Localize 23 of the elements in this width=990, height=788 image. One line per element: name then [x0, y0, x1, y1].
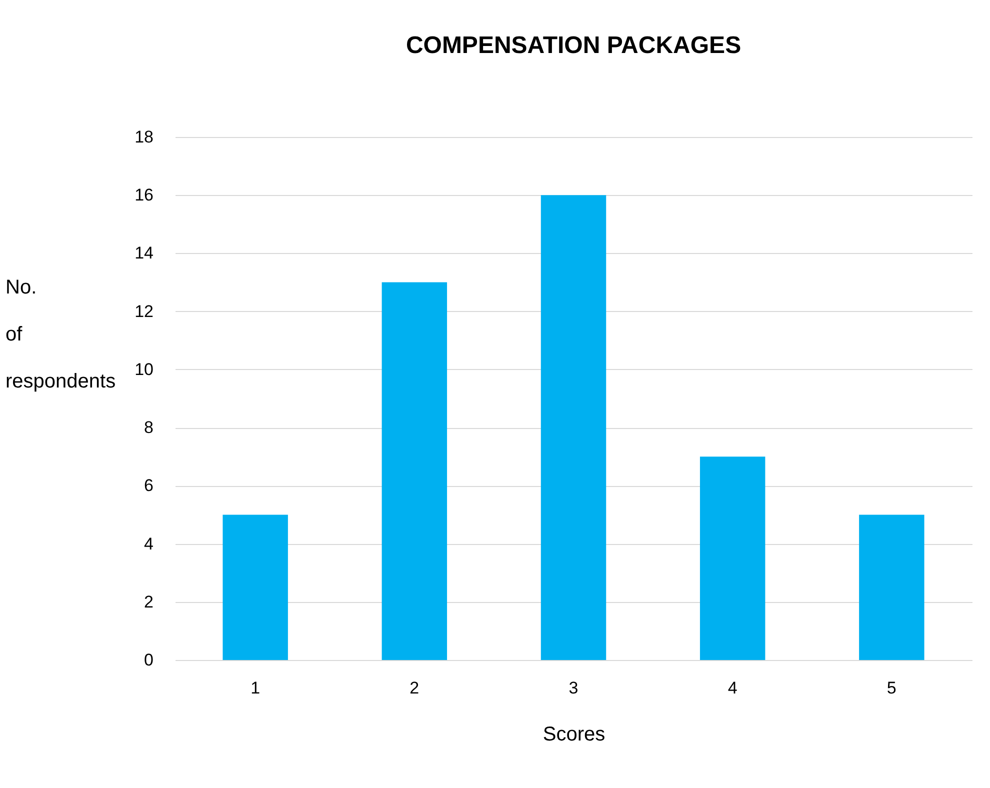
y-tick-label: 14	[134, 244, 154, 263]
x-tick-label: 5	[886, 678, 896, 698]
bar	[382, 282, 448, 660]
bar	[700, 456, 766, 660]
y-tick-label: 10	[134, 360, 154, 379]
bar	[859, 514, 924, 660]
bar	[540, 195, 606, 660]
y-tick-label: 16	[134, 186, 154, 205]
y-tick-label: 18	[134, 128, 154, 146]
x-tick-label: 4	[728, 678, 738, 698]
y-tick-label: 4	[144, 534, 154, 554]
y-tick-label: 0	[144, 650, 154, 670]
bar	[222, 514, 288, 660]
y-tick-label: 12	[134, 302, 154, 321]
y-tick-label: 8	[144, 418, 154, 438]
x-tick-label: 3	[568, 678, 578, 698]
y-tick-label: 2	[144, 592, 154, 612]
text: No. of respondents	[6, 276, 116, 392]
x-tick-label: 2	[410, 678, 420, 698]
chart-title: COMPENSATION PACKAGES	[406, 32, 742, 59]
x-tick-label: 1	[250, 678, 260, 698]
x-axis-title: Scores	[542, 724, 606, 746]
y-tick-label: 6	[144, 476, 154, 496]
